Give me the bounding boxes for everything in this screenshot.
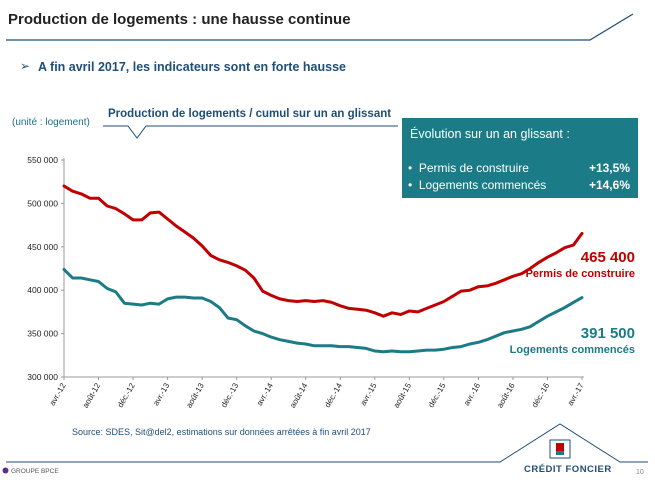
bullet-arrow-icon: ➢ [20,59,31,73]
y-tick-label: 350 000 [27,329,58,339]
footer-group-name: GROUPE BPCE [11,468,59,475]
y-tick-label: 500 000 [27,198,58,208]
infobox-value-permis: +13,5% [588,161,630,175]
y-tick-label: 400 000 [27,285,58,295]
header-rule [6,13,634,41]
infobox-label-permis: Permis de construire [418,161,529,175]
bpce-logo-icon [2,467,9,474]
infobox-row-commences: • Logements commencés [408,178,547,192]
permis-end-value: 465 400 [580,249,635,266]
line-chart: 300 000 350 000 400 000 450 000 500 000 550 0… [27,155,586,410]
permis-series-label: Permis de construire [525,268,635,280]
commences-series-label: Logements commencés [509,344,635,356]
infobox-label-commences: Logements commencés [418,178,547,192]
chart-title: Production de logements / cumul sur un a… [108,108,392,120]
source-note: Source: SDES, Sit@del2, estimations sur … [72,427,371,437]
y-tick-label: 450 000 [27,242,58,252]
commences-end-value: 391 500 [580,325,635,342]
chart-title-bracket [103,125,398,139]
y-tick-label: 550 000 [27,155,58,165]
page-title: Production de logements : une hausse con… [8,11,351,28]
credit-foncier-logo-icon [549,439,571,459]
infobox-heading: Évolution sur un an glissant : [410,127,570,141]
infobox-row-permis: • Permis de construire [408,161,529,175]
credit-foncier-logo-text: CRÉDIT FONCIER [524,464,612,475]
unit-note: (unité : logement) [12,117,90,128]
evolution-infobox: Évolution sur un an glissant : • Permis … [402,118,638,198]
series-line-permis [62,184,584,318]
subtitle: A fin avril 2017, les indicateurs sont e… [38,60,346,74]
series-line-commences [62,267,584,354]
page-number: 10 [636,469,644,476]
infobox-value-commences: +14,6% [588,178,630,192]
y-tick-label: 300 000 [27,372,58,382]
